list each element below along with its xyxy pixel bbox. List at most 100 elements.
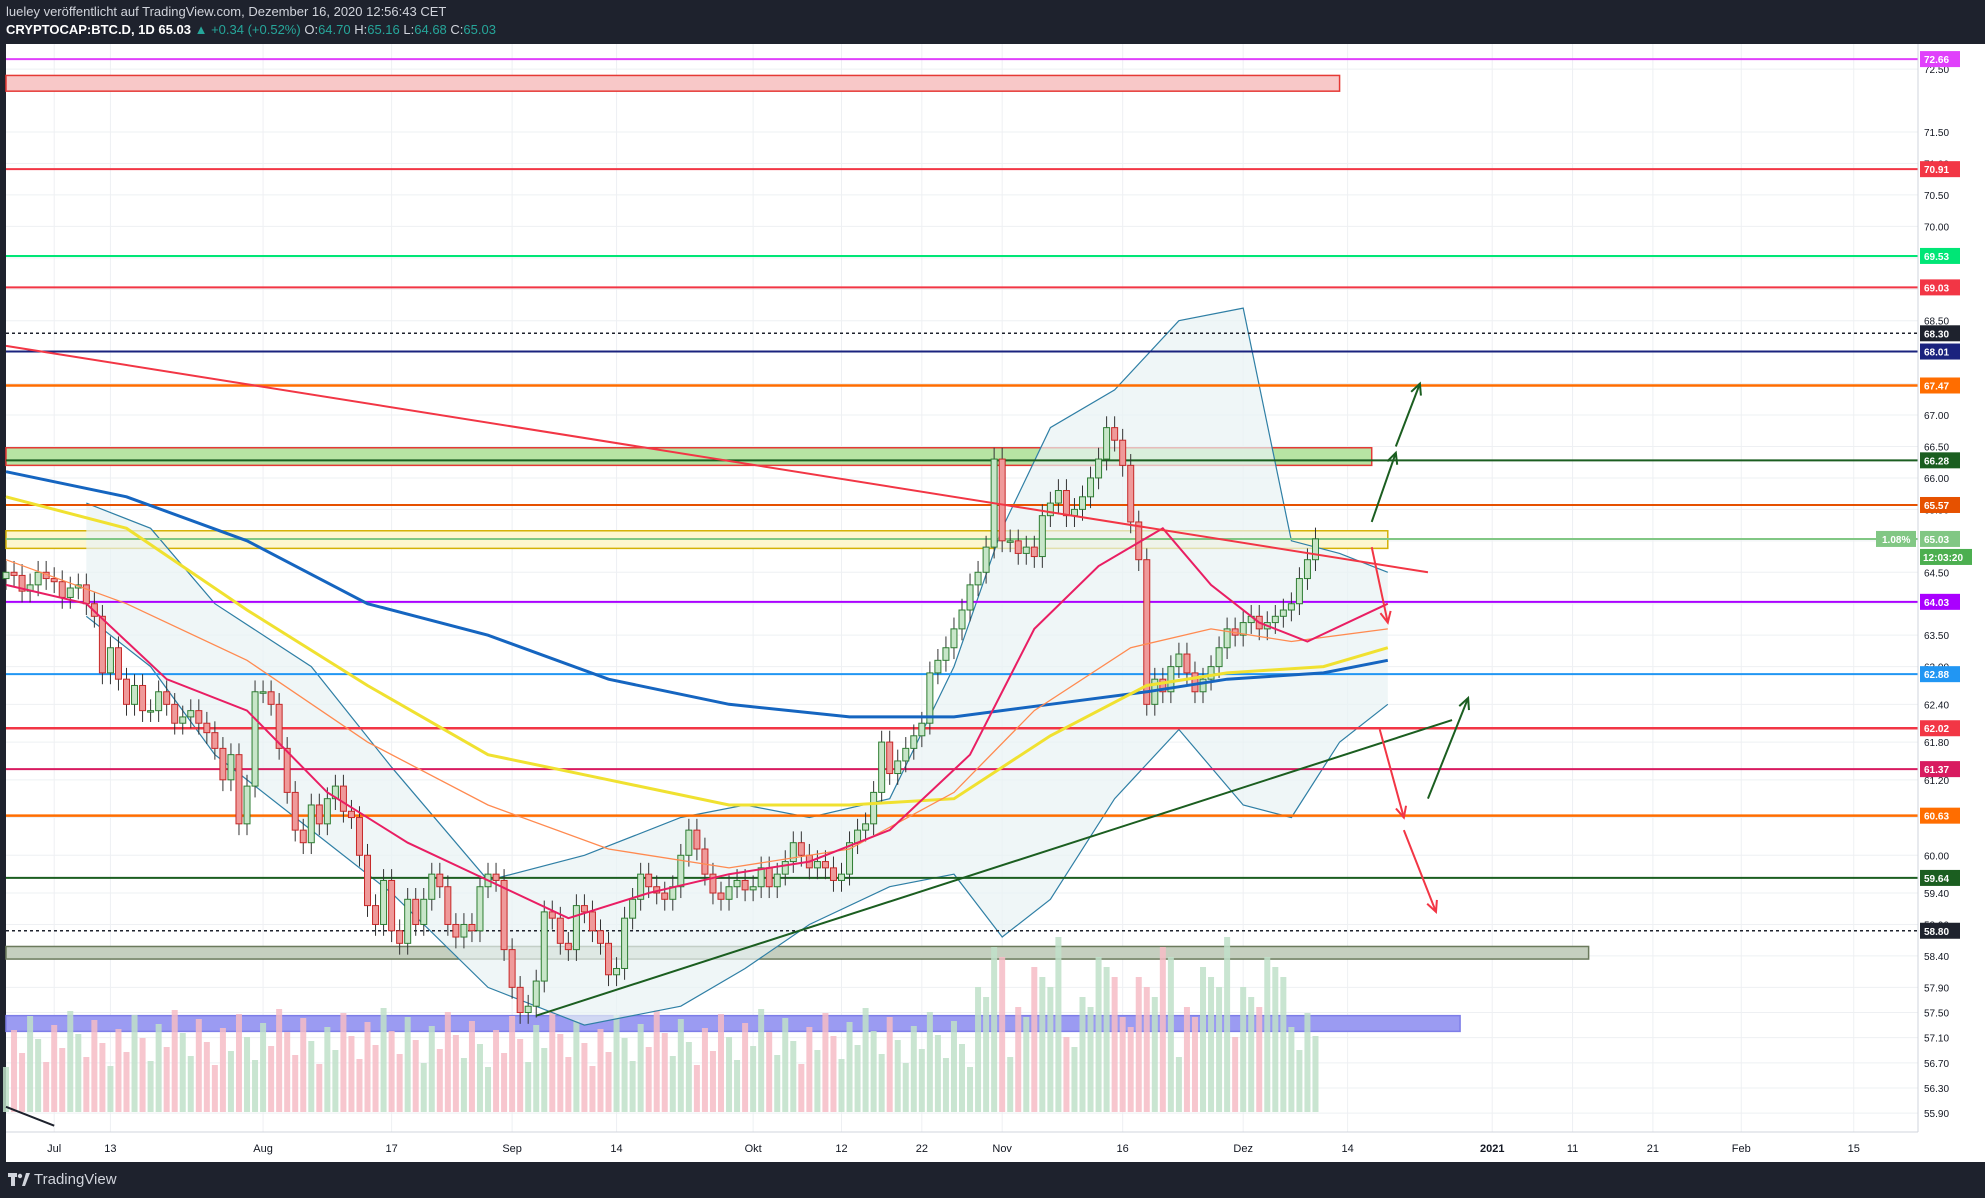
- candle-body: [596, 930, 604, 944]
- price-axis[interactable]: 72.5071.5071.0070.5070.0069.5069.0068.50…: [1876, 44, 1985, 1162]
- candle-body: [299, 829, 307, 844]
- price-chart[interactable]: 72.5071.5071.0070.5070.0069.5069.0068.50…: [0, 44, 1985, 1162]
- volume-bar: [1055, 937, 1062, 1112]
- volume-bar: [1240, 987, 1247, 1112]
- volume-bar: [428, 1026, 435, 1112]
- candle-body: [187, 710, 195, 718]
- candle-body: [1175, 653, 1183, 668]
- candle-body: [821, 861, 829, 869]
- volume-bar: [1039, 977, 1046, 1112]
- volume-bar: [830, 1036, 837, 1112]
- volume-bar: [3, 1067, 9, 1112]
- volume-bar: [356, 1059, 363, 1112]
- chart-header: lueley veröffentlicht auf TradingView.co…: [0, 0, 1985, 44]
- volume-bar: [693, 1065, 700, 1112]
- candle-body: [1183, 653, 1191, 674]
- candle-body: [580, 905, 588, 913]
- volume-bar: [1167, 957, 1174, 1112]
- volume-bar: [926, 1012, 933, 1112]
- candle-body: [412, 898, 420, 925]
- level-price-text: 58.80: [1924, 927, 1949, 938]
- high-label: H:: [354, 22, 368, 37]
- volume-bar: [1312, 1036, 1319, 1112]
- volume-bar: [806, 1027, 813, 1112]
- green-trendline: [535, 719, 1453, 1017]
- candle-body: [717, 892, 725, 900]
- volume-bar: [870, 1031, 877, 1112]
- price-tick-label: 63.50: [1924, 631, 1949, 642]
- candle-body: [18, 574, 26, 592]
- down-arrow-head: [1426, 899, 1438, 915]
- volume-bar: [380, 1008, 387, 1112]
- candle-body: [227, 754, 235, 781]
- volume-bar: [677, 1019, 684, 1112]
- candle-body: [323, 798, 331, 825]
- volume-bar: [942, 1058, 949, 1112]
- price-tick-label: 64.50: [1924, 568, 1949, 579]
- up-arrow-head: [1458, 695, 1470, 711]
- volume-bar: [1047, 987, 1054, 1112]
- time-axis-bg: [6, 1132, 1918, 1162]
- volume-bar: [983, 997, 990, 1112]
- volume-bar: [340, 1013, 347, 1112]
- publish-info: lueley veröffentlicht auf TradingView.co…: [6, 4, 447, 19]
- volume-bar: [35, 1039, 42, 1112]
- price-tick-label: 68.50: [1924, 317, 1949, 328]
- candle-body: [315, 804, 323, 825]
- volume-bar: [308, 1041, 315, 1112]
- price-change: ▲ +0.34 (+0.52%): [194, 22, 301, 37]
- symbol-name[interactable]: CRYPTOCAP:BTC.D, 1D: [6, 22, 155, 37]
- volume-bar: [388, 1031, 395, 1112]
- candle-body: [1191, 672, 1199, 693]
- candle-body: [637, 873, 645, 900]
- time-tick-label: 17: [385, 1143, 397, 1155]
- volume-bar: [364, 1022, 371, 1112]
- candle-body: [621, 917, 629, 969]
- volume-bar: [252, 1060, 259, 1112]
- time-tick-label: Okt: [745, 1143, 762, 1155]
- volume-bar: [1063, 1037, 1070, 1112]
- candle-body: [677, 854, 685, 888]
- price-tick-label: 71.50: [1924, 128, 1949, 139]
- level-price-text: 72.66: [1924, 55, 1949, 66]
- tradingview-logo-icon[interactable]: [8, 1171, 30, 1189]
- candle-body: [685, 829, 693, 856]
- candle-body: [380, 879, 388, 925]
- volume-bar: [1304, 1013, 1311, 1112]
- volume-bar: [211, 1065, 218, 1112]
- volume-bar: [420, 1063, 427, 1112]
- candle-body: [2, 571, 10, 580]
- low-value: 64.68: [414, 22, 447, 37]
- candle-body: [66, 587, 74, 598]
- volume-bar: [766, 1032, 773, 1112]
- volume-bar: [541, 1048, 548, 1112]
- candle-body: [829, 867, 837, 881]
- volume-bar: [219, 1028, 226, 1112]
- candle-body: [34, 571, 42, 586]
- volume-bar: [155, 1024, 162, 1112]
- time-axis[interactable]: Jul 13 Aug 17 Sep 14 Okt 12 22 Nov 16 Dez 14 2021 11 21…: [6, 1131, 1918, 1162]
- volume-bar: [999, 957, 1006, 1112]
- volume-bar: [846, 1022, 853, 1112]
- volume-bar: [902, 1063, 909, 1112]
- candle-body: [1062, 490, 1070, 517]
- candle-body: [139, 684, 147, 712]
- time-tick-label: 15: [1848, 1143, 1860, 1155]
- volume-bar: [404, 1017, 411, 1112]
- level-price-text: 66.28: [1924, 456, 1949, 467]
- volume-bar: [1232, 1037, 1239, 1112]
- volume-bar: [179, 1033, 186, 1112]
- volume-bar: [653, 1010, 660, 1112]
- volume-bar: [517, 1039, 524, 1112]
- volume-bar: [1175, 1057, 1182, 1112]
- volume-bar: [549, 1011, 556, 1112]
- up-arrow: [1370, 452, 1397, 523]
- candle-body: [420, 898, 428, 925]
- price-tick-label: 70.00: [1924, 222, 1949, 233]
- candle-body: [171, 703, 179, 724]
- volume-bar: [99, 1043, 106, 1112]
- volume-bar: [533, 1025, 540, 1112]
- candle-body: [492, 873, 500, 881]
- open-label: O:: [304, 22, 319, 37]
- time-tick-label: 2021: [1480, 1143, 1504, 1155]
